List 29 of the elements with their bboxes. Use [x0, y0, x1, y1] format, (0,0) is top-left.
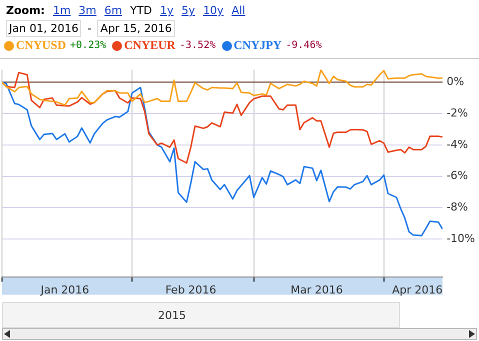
text: 6m: [104, 4, 122, 17]
text: 1m: [52, 4, 71, 17]
text: All: [232, 4, 246, 17]
x-tick-label: Feb 2016: [165, 283, 216, 296]
legend-label: CNYJPY: [234, 38, 282, 53]
text: Jan 01, 2016: [6, 20, 82, 37]
y-tick-label: -4%: [446, 138, 468, 151]
y-tick-label: -2%: [446, 106, 468, 120]
y-tick-label: -6%: [446, 169, 468, 182]
text: -3.52%: [179, 40, 216, 51]
legend-label: CNYEUR: [124, 38, 176, 53]
x-tick-label: Jan 2016: [40, 283, 90, 296]
text: 5y: [182, 4, 196, 17]
text: 1y: [160, 4, 174, 17]
legend-label: CNYUSD: [16, 38, 66, 53]
y-tick-label: 0%: [446, 75, 464, 88]
text: YTD: [130, 4, 152, 17]
text: 3m: [78, 4, 96, 17]
text: Zoom:: [6, 4, 45, 17]
x-tick-label: Mar 2016: [290, 283, 343, 296]
navigator-panel: 2015: [2, 302, 400, 328]
x-tick-label: Apr 2016: [392, 283, 443, 296]
text: Apr 15, 2016: [97, 20, 175, 37]
y-tick-label: -10%: [446, 232, 476, 245]
text: +0.23%: [70, 40, 106, 51]
y-tick-label: -8%: [446, 200, 468, 214]
text: 10y: [203, 4, 224, 17]
text: -9.46%: [286, 40, 322, 51]
text: -: [87, 22, 92, 35]
